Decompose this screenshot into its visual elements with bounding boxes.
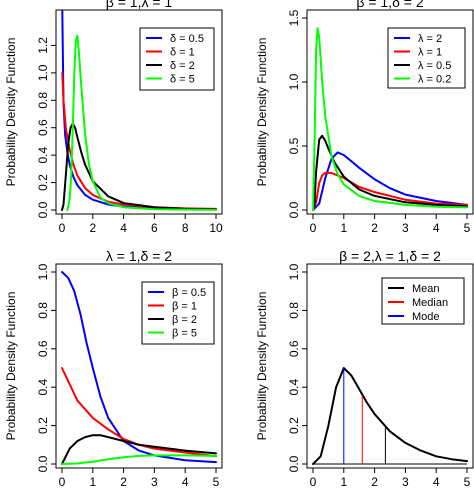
legend-label: β = 0.5 (172, 287, 206, 299)
y-tick-label: 0.6 (36, 340, 50, 357)
y-tick-label: 0.8 (36, 92, 50, 109)
y-tick-label: 0.2 (36, 417, 50, 434)
series-group (312, 27, 468, 211)
x-tick-label: 5 (464, 475, 471, 489)
x-tick-label: 10 (209, 221, 223, 235)
legend: λ = 2 λ = 1λ = 0.5 λ = 0.2 (387, 27, 466, 89)
y-tick-label: 0.2 (287, 417, 301, 434)
x-tick-label: 0 (59, 475, 66, 489)
series-line-3 (312, 134, 468, 211)
chart-title: λ = 1,δ = 2 (106, 248, 172, 264)
chart-title: β = 2,λ = 1,δ = 2 (339, 248, 441, 264)
legend-label: λ = 0.2 (418, 74, 451, 86)
chart-panel-2: β = 1,δ = 2 Probability Density Function 0… (255, 0, 474, 235)
series-line-2 (312, 171, 468, 211)
y-tick-label: 0.5 (287, 137, 301, 154)
x-tick-label: 3 (402, 475, 409, 489)
legend-label: λ = 0.5 (418, 60, 451, 72)
x-tick-label: 2 (89, 221, 96, 235)
x-tick-label: 2 (371, 221, 378, 235)
series-line-2 (61, 367, 217, 458)
y-tick-label: 1.0 (287, 263, 301, 280)
legend-label: β = 1 (172, 301, 197, 313)
y-tick-label: 1.0 (36, 263, 50, 280)
chart-panel-4: β = 2,λ = 1,δ = 2 Probability Density Fun… (255, 248, 474, 489)
x-tick-label: 2 (371, 475, 378, 489)
x-tick-label: 8 (182, 221, 189, 235)
y-axis-label: Probability Density Function (4, 38, 18, 187)
series-group (312, 367, 468, 465)
x-tick-label: 1 (89, 475, 96, 489)
y-axis-label: Probability Density Function (255, 292, 269, 441)
x-tick-label: 4 (433, 221, 440, 235)
y-tick-label: 1.0 (287, 73, 301, 90)
legend: δ = 0.5 δ = 1δ = 2 δ = 5 (139, 27, 215, 91)
plot-frame (55, 263, 223, 469)
series-line-1 (312, 367, 468, 465)
chart-panel-1: β = 1,λ = 1 Probability Density Function 0… (4, 0, 223, 235)
y-tick-label: 0.4 (36, 146, 50, 163)
y-tick-label: 1.0 (36, 64, 50, 81)
y-tick-label: 0.2 (36, 174, 50, 191)
x-tick-label: 4 (120, 221, 127, 235)
x-tick-label: 6 (151, 221, 158, 235)
legend-label: β = 2 (172, 314, 197, 326)
x-tick-label: 5 (464, 221, 471, 235)
plot-frame (306, 263, 474, 469)
series-line-3 (61, 122, 217, 211)
legend-label: Median (412, 297, 448, 309)
series-line-1 (312, 151, 468, 211)
y-axis-label: Probability Density Function (4, 292, 18, 441)
legend-label: δ = 1 (170, 47, 195, 59)
plot-frame (306, 9, 474, 215)
legend-label: Mode (412, 311, 440, 323)
plot-frame (55, 9, 223, 215)
legend-label: δ = 0.5 (170, 33, 204, 45)
series-line-3 (61, 434, 217, 465)
x-tick-label: 1 (340, 221, 347, 235)
legend-label: λ = 2 (418, 33, 442, 45)
legend: Mean Median Mode (381, 277, 465, 325)
legend-label: λ = 1 (418, 47, 442, 59)
series-group (61, 10, 217, 211)
x-tick-label: 0 (310, 221, 317, 235)
legend-box (139, 27, 215, 91)
y-tick-label: 0.0 (36, 455, 50, 472)
series-line-4 (61, 454, 217, 465)
x-tick-label: 0 (59, 221, 66, 235)
chart-title: β = 1,λ = 1 (106, 0, 173, 10)
y-tick-label: 0.8 (36, 302, 50, 319)
x-tick-label: 4 (182, 475, 189, 489)
legend-label: δ = 2 (170, 60, 195, 72)
y-tick-label: 0.8 (287, 302, 301, 319)
series-line-4 (66, 34, 217, 211)
x-tick-label: 2 (120, 475, 127, 489)
y-tick-label: 0.0 (287, 455, 301, 472)
y-tick-label: 0.6 (36, 119, 50, 136)
legend-label: Mean (412, 283, 440, 295)
y-axis-label: Probability Density Function (255, 38, 269, 187)
y-tick-label: 0.0 (36, 201, 50, 218)
y-tick-label: 1.5 (287, 9, 301, 26)
legend-label: β = 5 (172, 328, 197, 340)
y-tick-label: 1.2 (36, 37, 50, 54)
x-tick-label: 3 (151, 475, 158, 489)
x-tick-label: 1 (340, 475, 347, 489)
legend-label: δ = 5 (170, 74, 195, 86)
y-tick-label: 0.4 (287, 379, 301, 396)
x-tick-label: 4 (433, 475, 440, 489)
chart-panel-3: λ = 1,δ = 2 Probability Density Function 0… (4, 248, 223, 489)
y-tick-label: 0.0 (287, 201, 301, 218)
chart-title: β = 1,δ = 2 (356, 0, 423, 10)
series-group (61, 271, 217, 465)
x-tick-label: 5 (213, 475, 220, 489)
y-tick-label: 0.4 (36, 379, 50, 396)
legend: β = 0.5 β = 1β = 2 β = 5 (141, 281, 215, 345)
x-tick-label: 3 (402, 221, 409, 235)
series-line-4 (312, 27, 468, 211)
x-tick-label: 0 (310, 475, 317, 489)
y-tick-label: 0.6 (287, 340, 301, 357)
